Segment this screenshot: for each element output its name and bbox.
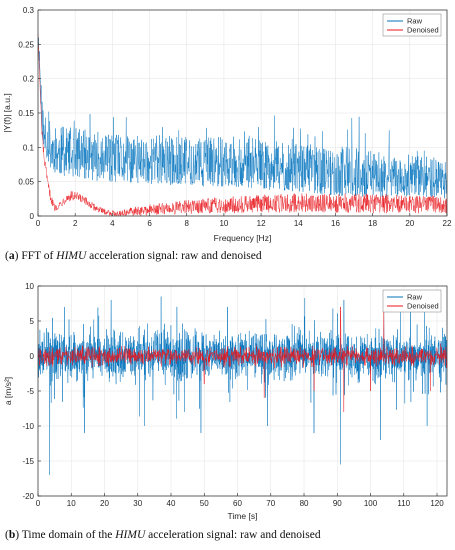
time-ytick-label: 0	[30, 352, 35, 361]
fft-xtick-label: 0	[36, 219, 41, 228]
time-xtick-label: 50	[200, 499, 209, 508]
time-legend-label-raw: Raw	[407, 293, 423, 302]
fft-ytick-label: 0.3	[23, 6, 35, 15]
time-chart: 0 10 20 30 40 50 60 70 80 90 100 110 120 -20 -15 -10 -5 0…	[3, 282, 448, 521]
time-xtick-label: 80	[300, 499, 309, 508]
fft-ytick-label: 0.15	[18, 109, 34, 118]
fft-xtick-label: 10	[219, 219, 228, 228]
fft-ylabel: |Y(f)| [a.u.]	[2, 93, 12, 132]
fft-xtick-label: 14	[294, 219, 303, 228]
fft-xtick-label: 20	[405, 219, 414, 228]
time-xtick-label: 120	[430, 499, 444, 508]
fft-xtick-label: 6	[147, 219, 152, 228]
time-ytick-label: 10	[25, 282, 34, 291]
fft-xtick-label: 4	[110, 219, 115, 228]
fft-ytick-label: 0.1	[23, 143, 35, 152]
fft-xtick-label: 18	[368, 219, 377, 228]
fft-panel: 0 2 4 6 8 10 12 14 16 18 20 22 0 0.05 0.1 0.15 0.2 0.25 0.…	[2, 6, 452, 262]
time-series-group	[38, 296, 447, 476]
time-ytick-label: 5	[30, 317, 35, 326]
fft-caption: (a) FFT of HIMU acceleration signal: raw…	[5, 250, 262, 262]
fft-ytick-label: 0.05	[18, 178, 34, 187]
fft-xtick-label: 2	[73, 219, 78, 228]
time-xtick-label: 10	[67, 499, 76, 508]
time-ytick-label: -20	[22, 492, 34, 501]
fft-ytick-label: 0.25	[18, 40, 34, 49]
fft-ytick-label: 0.2	[23, 75, 35, 84]
fft-chart: 0 2 4 6 8 10 12 14 16 18 20 22 0 0.05 0.1 0.15 0.2 0.25 0.…	[2, 6, 452, 243]
time-xtick-label: 40	[167, 499, 176, 508]
time-xtick-label: 20	[100, 499, 109, 508]
fft-line-raw	[38, 35, 447, 199]
fft-ytick-label: 0	[30, 212, 35, 221]
time-xtick-label: 90	[333, 499, 342, 508]
fft-legend-label-denoised: Denoised	[407, 26, 439, 35]
fft-xtick-label: 8	[185, 219, 190, 228]
time-ylabel: a [m/s²]	[3, 377, 13, 405]
fft-xtick-label: 12	[257, 219, 266, 228]
time-caption: (b) Time domain of the HIMU acceleration…	[5, 529, 321, 541]
time-xtick-label: 70	[266, 499, 275, 508]
fft-line-denoised	[38, 33, 447, 216]
time-xtick-label: 110	[397, 499, 410, 508]
time-ytick-label: -5	[27, 387, 35, 396]
fft-series-group	[38, 33, 447, 216]
time-legend-label-denoised: Denoised	[407, 302, 439, 311]
time-ytick-label: -15	[22, 457, 34, 466]
time-ytick-label: -10	[22, 422, 34, 431]
time-xtick-label: 30	[133, 499, 142, 508]
time-xtick-label: 60	[233, 499, 242, 508]
time-line-denoised	[38, 306, 447, 413]
time-panel: 0 10 20 30 40 50 60 70 80 90 100 110 120 -20 -15 -10 -5 0…	[0, 276, 455, 550]
fft-xtick-label: 22	[443, 219, 452, 228]
fft-xtick-label: 16	[331, 219, 340, 228]
time-xtick-label: 100	[364, 499, 378, 508]
fft-xlabel: Frequency [Hz]	[214, 233, 272, 243]
fft-legend-label-raw: Raw	[407, 17, 423, 26]
time-xtick-label: 0	[36, 499, 41, 508]
time-xlabel: Time [s]	[228, 511, 258, 521]
